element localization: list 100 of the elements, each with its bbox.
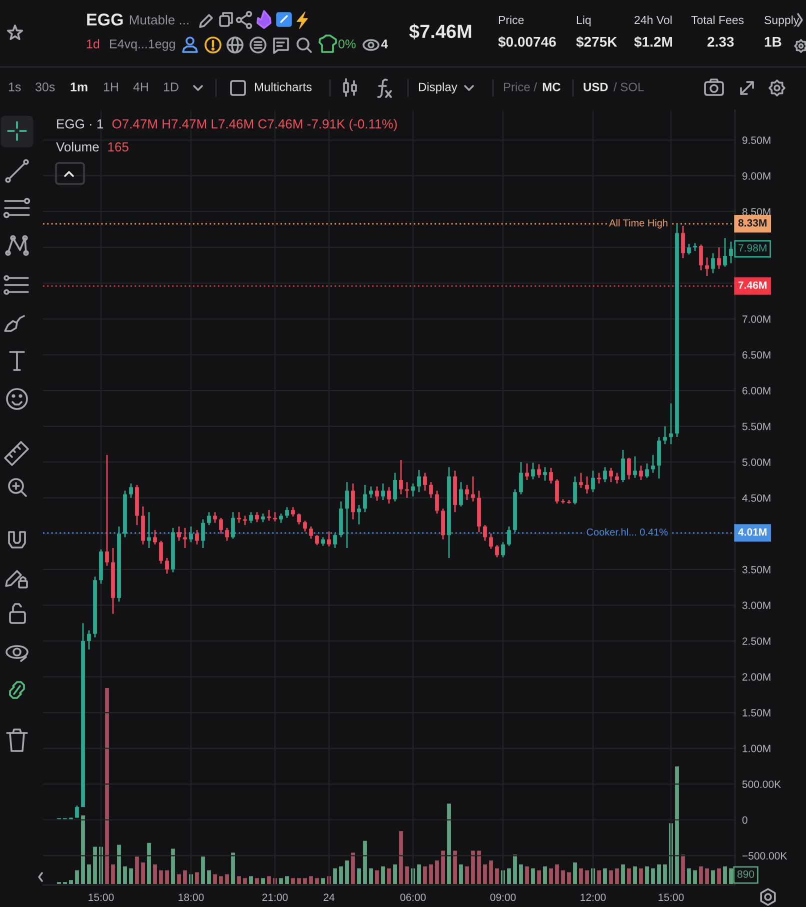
candlestick [501,542,505,558]
y-tick-label: 6.50M [742,351,770,359]
bar [183,870,187,884]
bar [471,850,475,884]
bar [303,878,307,884]
text: Price [498,16,524,24]
bar [573,862,577,884]
bar [315,878,319,884]
x-tick-label: 15:00 [658,894,684,902]
bar [333,868,337,884]
candlestick [597,472,601,484]
x-tick-label: 24 [324,894,335,901]
candlestick [105,454,109,567]
bar [75,870,79,884]
text: 1B [764,36,782,47]
candlestick [183,527,187,549]
text: 4 [381,40,388,48]
text: Liq [576,16,591,26]
text: 1m [70,82,88,92]
y-tick-label: 3.00M [742,602,770,610]
candlestick [543,466,547,482]
bar [117,844,121,884]
bar [219,876,223,884]
y-tick-label: −500.00K [742,852,788,860]
y-tick-label: 4.50M [742,494,770,502]
candlestick [621,449,625,483]
text: 1s [8,82,21,92]
bar [567,872,571,884]
bar [105,688,109,884]
bar [237,876,241,884]
bar [465,866,469,884]
text: $0.00746 [498,36,556,48]
bar [525,866,529,884]
bar [255,878,259,884]
candlestick [351,482,355,520]
candlestick [75,804,79,818]
bar [267,876,271,884]
candlestick [717,246,721,270]
candlestick [669,402,673,445]
candlestick [327,530,331,548]
y-tick-label: 1.50M [742,709,770,716]
bar [651,868,655,884]
candlestick [483,524,487,542]
candlestick [201,518,205,549]
bar [339,866,343,884]
bar [159,870,163,884]
bar [201,856,205,884]
candlestick [393,472,397,502]
bar [705,868,709,884]
bar [321,878,325,884]
y-tick-label: 3.50M [742,566,770,574]
annotation: 165 [108,142,128,152]
candlestick [237,511,241,524]
y-tick-label: 5.00M [742,458,770,466]
bar [207,870,211,884]
bar [429,864,433,884]
candlestick [357,504,361,526]
bar [483,864,487,884]
bar [375,870,379,884]
candlestick [531,462,535,480]
candlestick [291,506,295,518]
bar [141,862,145,884]
annotation: 4.01M [738,528,766,536]
candlestick [333,532,337,549]
candlestick [87,630,91,650]
bar [165,870,169,884]
text: USD [584,82,608,92]
bar [555,864,559,884]
text: 1H [104,82,118,92]
bar [177,874,181,884]
candlestick [243,515,247,526]
candlestick [573,476,577,505]
bar [699,866,703,884]
bar [387,868,391,884]
bar [87,864,91,884]
candlestick [537,464,541,479]
bar [615,868,619,884]
candlestick [147,511,151,549]
text: Total Fees [691,16,744,24]
text: Display [418,82,458,94]
text: Multicharts [254,82,312,92]
bar [345,860,349,884]
candlestick [219,517,223,534]
bar [657,864,661,884]
candlestick [411,482,415,498]
x-tick-label: 12:00 [580,894,606,902]
candlestick [297,512,301,526]
bar [579,868,583,884]
bar [369,868,373,884]
text: EGG · 1 [57,119,104,128]
bar [147,842,151,884]
bar [435,860,439,884]
bar [639,868,643,884]
candlestick [663,426,667,445]
candlestick [591,470,595,493]
candlestick [519,461,523,495]
ref-line-label: All Time High [609,219,668,228]
candlestick [459,481,463,508]
text: E4vq...1egg [110,40,175,51]
candlestick [273,511,277,522]
